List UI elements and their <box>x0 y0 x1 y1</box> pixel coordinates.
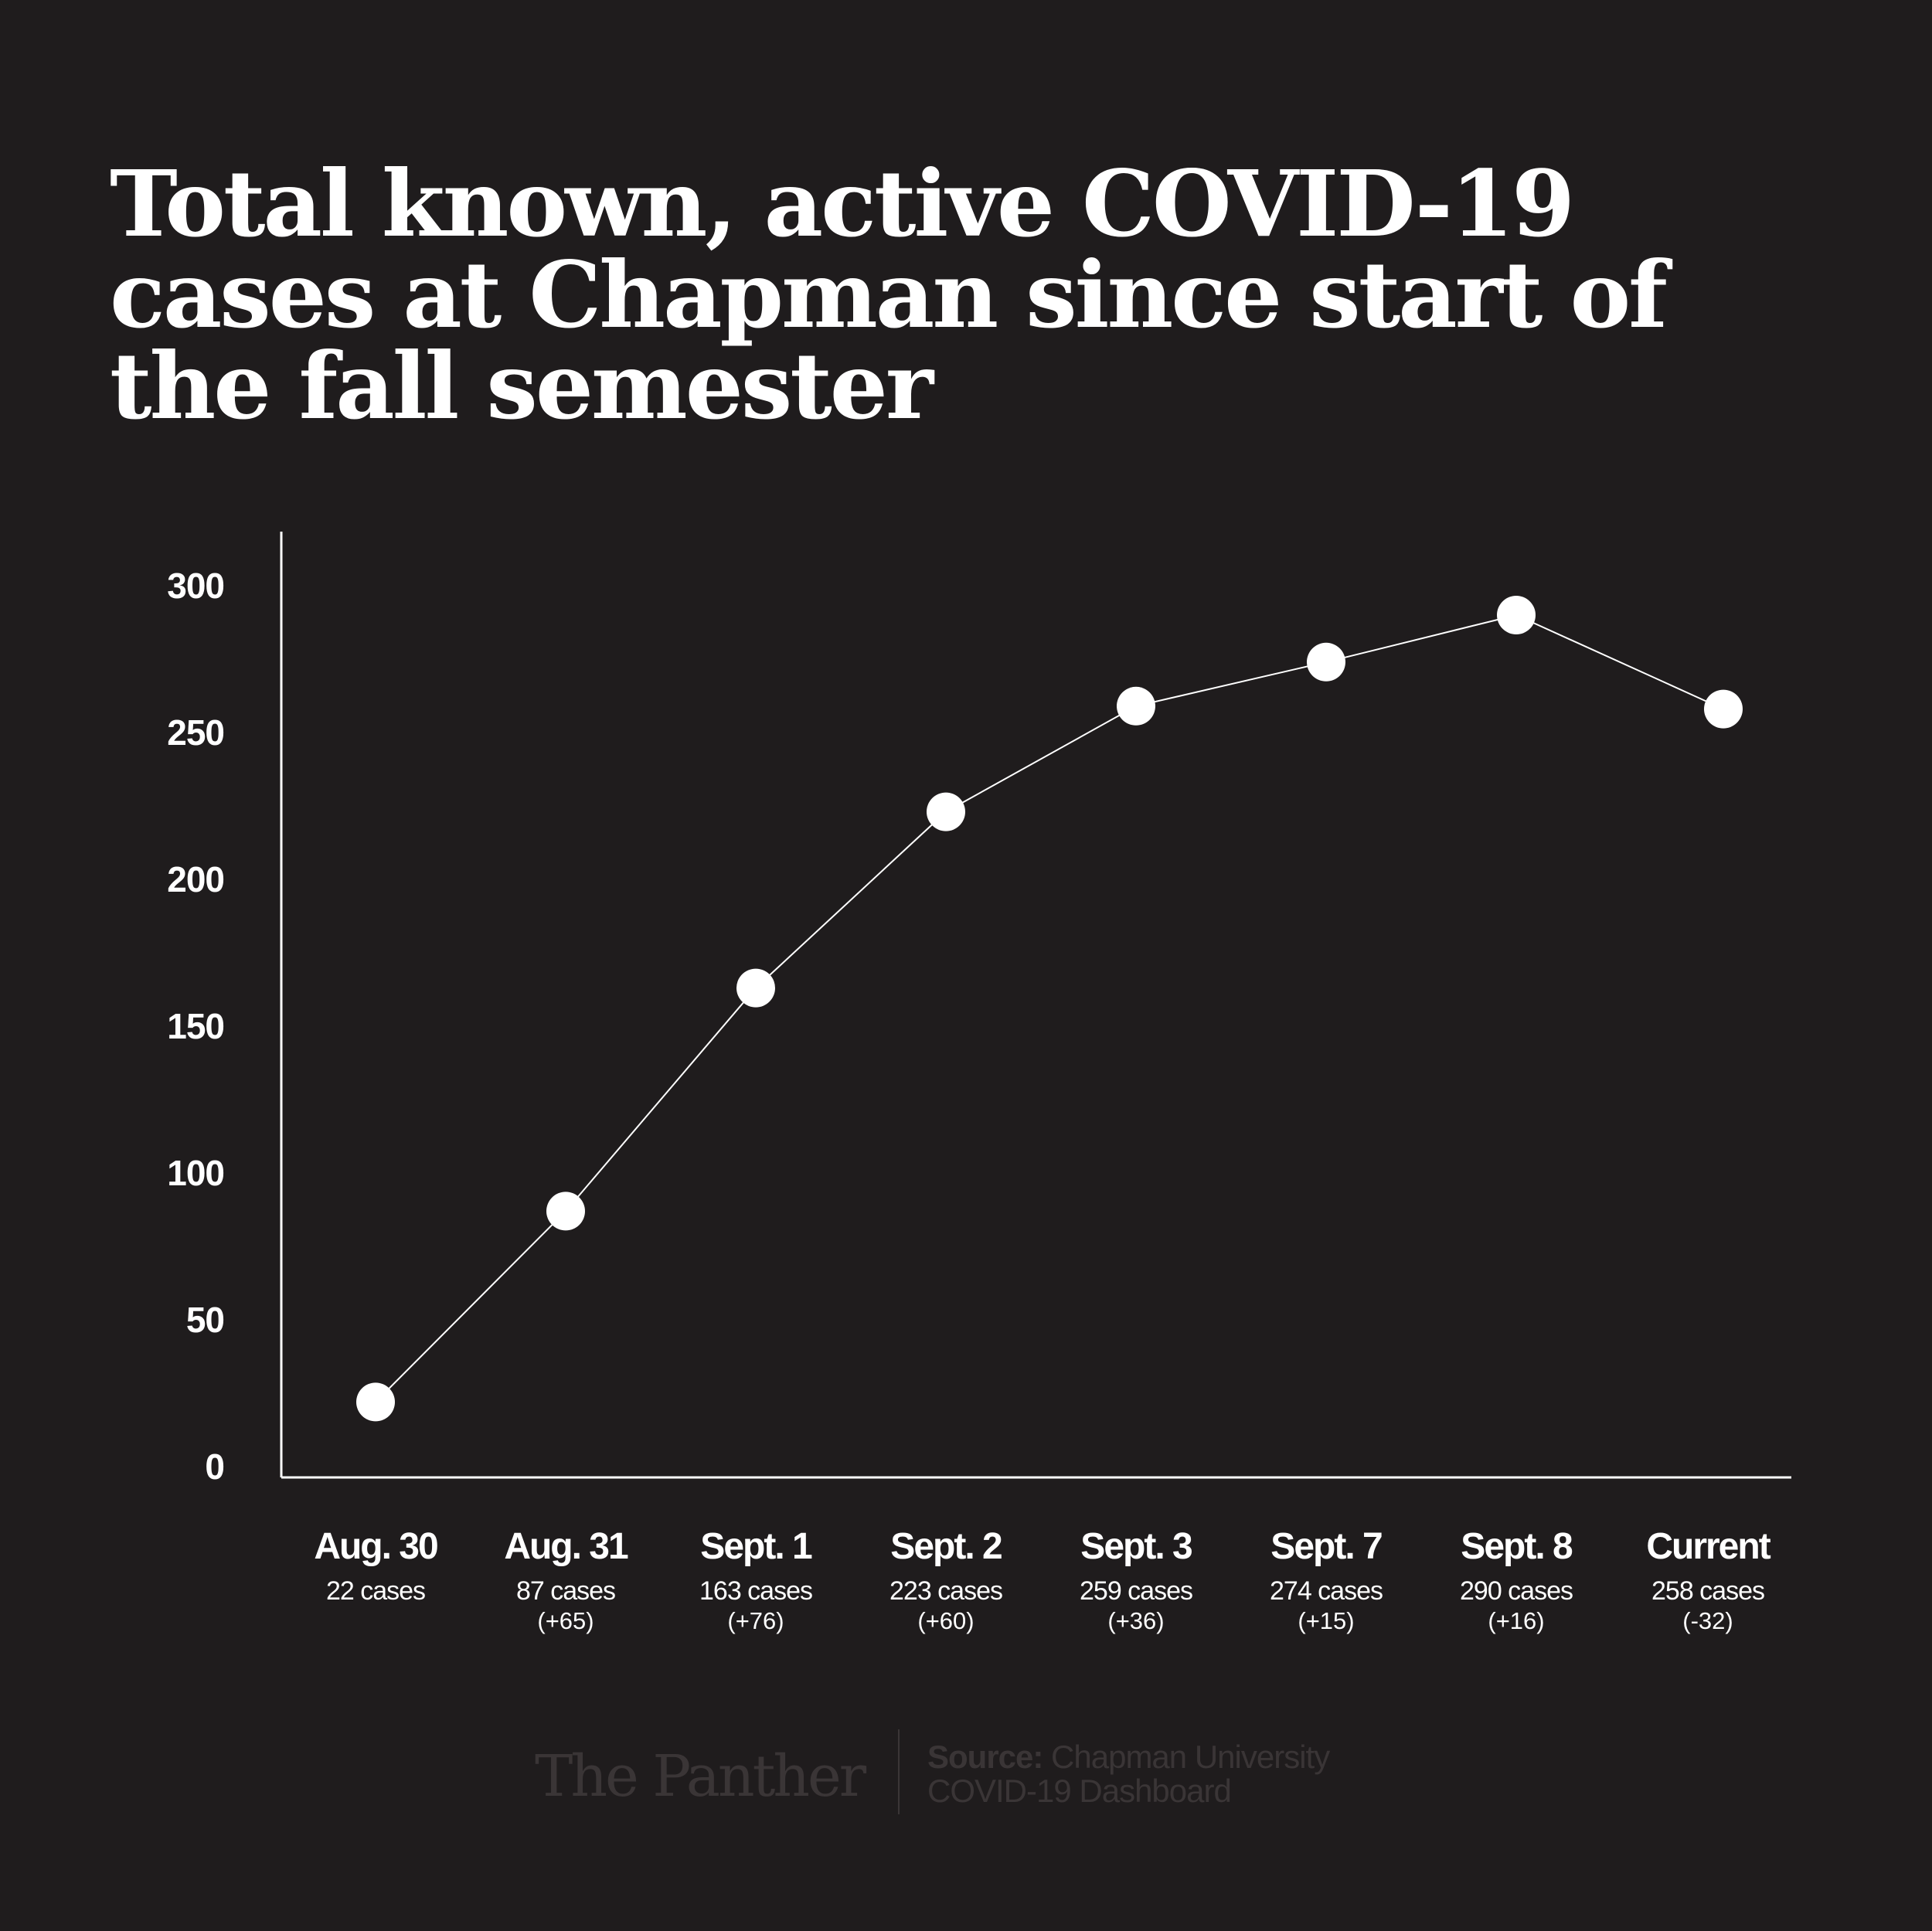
source-line-1: Chapman University <box>1043 1739 1330 1775</box>
x-case-count-label: 274 cases <box>1270 1576 1383 1606</box>
y-tick-label: 0 <box>205 1447 224 1487</box>
y-tick-label: 150 <box>167 1006 224 1046</box>
data-point <box>1117 686 1155 726</box>
x-category-label: Sept. 3 <box>1080 1526 1192 1567</box>
x-category-label: Aug. 31 <box>504 1526 628 1567</box>
data-point <box>1497 596 1536 634</box>
x-case-count-label: 22 cases <box>326 1576 425 1606</box>
y-tick-label: 250 <box>167 712 224 753</box>
x-category-label: Current <box>1646 1526 1770 1567</box>
title-line-1: Total known, active COVID-19 <box>110 150 1575 257</box>
y-tick-label: 100 <box>167 1153 224 1193</box>
footer: The Panther Source: Chapman University C… <box>0 1729 1932 1814</box>
x-change-label: (+36) <box>1107 1607 1164 1634</box>
x-change-label: (+76) <box>727 1607 784 1634</box>
source-credit: Source: Chapman University COVID-19 Dash… <box>927 1739 1330 1809</box>
x-case-count-label: 223 cases <box>889 1576 1002 1606</box>
data-point <box>356 1382 395 1422</box>
x-change-label: (+60) <box>917 1607 974 1634</box>
y-tick-label: 300 <box>167 566 224 606</box>
x-category-label: Sept. 2 <box>890 1526 1002 1567</box>
data-point <box>927 792 965 831</box>
x-category-label: Sept. 7 <box>1270 1526 1382 1567</box>
data-point <box>1307 642 1345 682</box>
source-line-2: COVID-19 Dashboard <box>927 1773 1232 1809</box>
x-case-count-label: 259 cases <box>1080 1576 1192 1606</box>
x-change-label: (-32) <box>1682 1607 1733 1634</box>
y-tick-labels: 0 50 100 150 200 250 300 <box>167 566 225 1487</box>
chart-title: Total known, active COVID-19 cases at Ch… <box>110 158 1887 432</box>
x-case-count-label: 290 cases <box>1460 1576 1573 1606</box>
x-case-count-label: 163 cases <box>699 1576 812 1606</box>
data-point <box>1704 689 1743 729</box>
y-tick-label: 50 <box>186 1300 224 1340</box>
series-line <box>375 614 1724 1403</box>
x-change-label: (+15) <box>1298 1607 1354 1634</box>
brand-logo: The Panther <box>535 1743 866 1810</box>
data-point <box>546 1192 585 1231</box>
y-tick-label: 200 <box>167 859 224 899</box>
title-line-3: the fall semester <box>110 332 934 440</box>
data-point <box>736 968 775 1008</box>
source-label: Source: <box>927 1739 1043 1775</box>
x-case-count-label: 87 cases <box>516 1576 615 1606</box>
x-category-label: Sept. 8 <box>1461 1526 1573 1567</box>
x-category-labels: Aug. 30 22 cases Aug. 31 87 cases(+65) Sept.… <box>314 1526 1772 1634</box>
footer-divider <box>898 1729 900 1814</box>
x-change-label: (+65) <box>537 1607 594 1634</box>
x-case-count-label: 258 cases <box>1651 1576 1764 1606</box>
x-change-label: (+16) <box>1488 1607 1544 1634</box>
data-points <box>356 596 1743 1422</box>
x-category-label: Aug. 30 <box>314 1526 437 1567</box>
x-category-label: Sept. 1 <box>700 1526 812 1567</box>
title-line-2: cases at Chapman since start of <box>110 241 1668 348</box>
